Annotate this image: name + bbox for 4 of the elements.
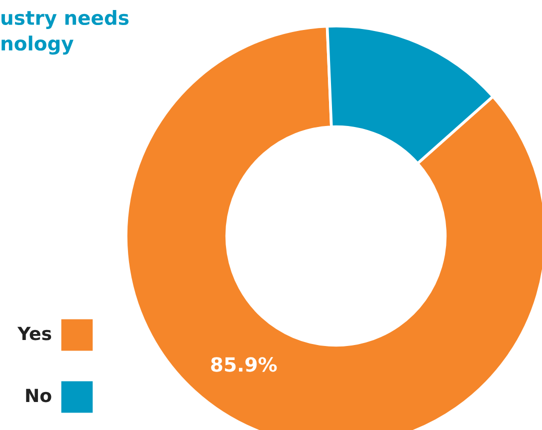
legend-label: No bbox=[26, 388, 52, 402]
chart-title: ustry needs nology bbox=[2, 10, 129, 55]
legend-label: Yes bbox=[17, 326, 52, 340]
data-label: 85.9% bbox=[211, 357, 277, 372]
